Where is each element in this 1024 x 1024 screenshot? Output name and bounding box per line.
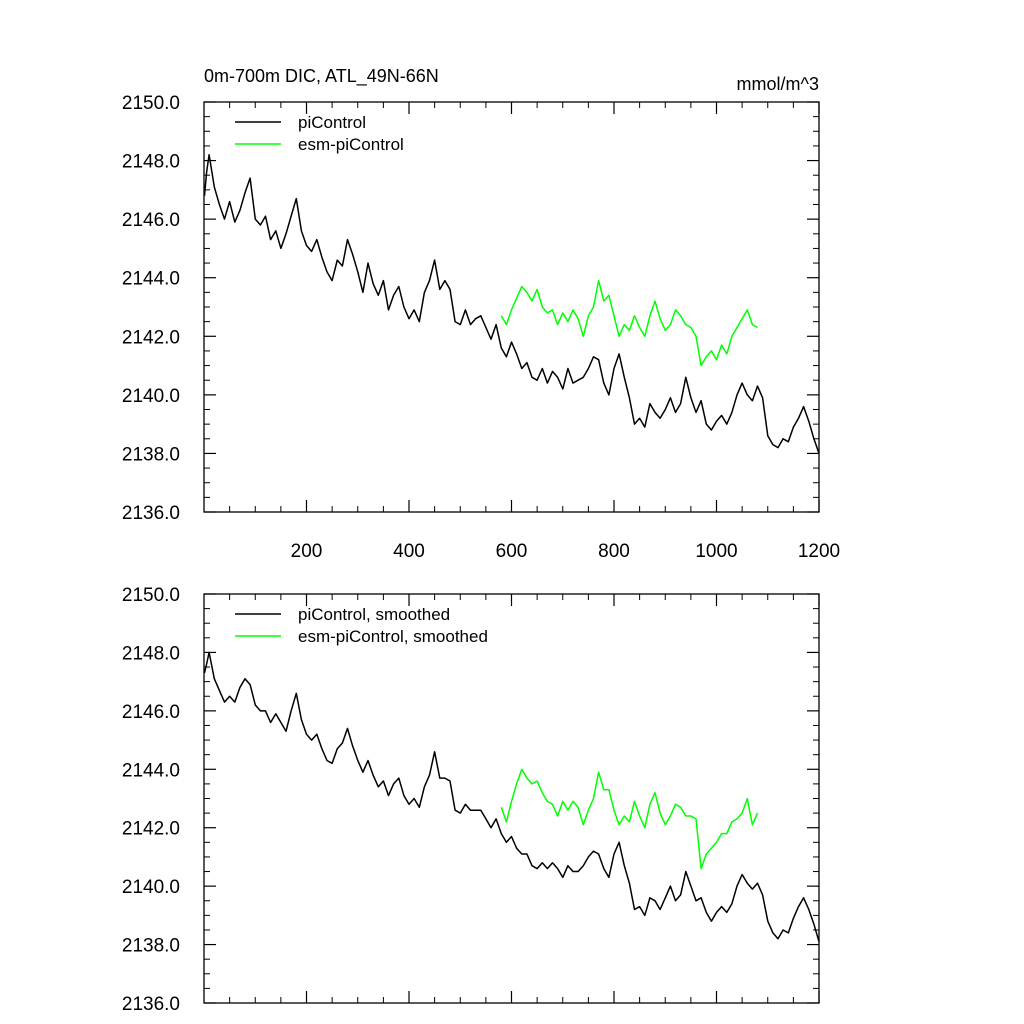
top-panel: 2136.0 2138.0 2140.0 2142.0 2144.0 2146.0 2148… (122, 66, 840, 562)
series-line-picontrol (203, 153, 820, 454)
y-tick-label: 2144.0 (122, 760, 180, 781)
legend-label: esm-piControl (298, 135, 404, 154)
legend-label: piControl, smoothed (298, 605, 450, 624)
y-tick-label: 2142.0 (122, 819, 180, 840)
x-tick-label: 1000 (695, 541, 737, 562)
bottom-panel: 2136.0 2138.0 2140.0 2142.0 2144.0 2146.0 2148… (122, 585, 820, 1015)
y-tick-label: 2144.0 (122, 269, 180, 290)
chart-title: 0m-700m DIC, ATL_49N-66N (204, 66, 439, 87)
y-tick-label: 2146.0 (122, 702, 180, 723)
series-line-esm-picontrol (500, 279, 758, 367)
y-tick-label: 2140.0 (122, 386, 180, 407)
plot-frame (203, 101, 820, 513)
units-label: mmol/m^3 (737, 74, 819, 94)
y-tick-label: 2138.0 (122, 936, 180, 957)
y-tick-label: 2136.0 (122, 503, 180, 524)
y-tick-label: 2142.0 (122, 327, 180, 348)
x-tick-label: 800 (598, 541, 630, 562)
y-tick-label: 2136.0 (122, 994, 180, 1015)
y-tick-label: 2138.0 (122, 444, 180, 465)
plot-frame (203, 593, 820, 1004)
legend-label: piControl (298, 113, 366, 132)
x-tick-label: 600 (496, 541, 528, 562)
y-tick-label: 2140.0 (122, 877, 180, 898)
series-line-picontrol (203, 651, 820, 942)
x-tick-label: 1200 (798, 541, 840, 562)
x-tick-label: 400 (393, 541, 425, 562)
y-tick-label: 2150.0 (122, 93, 180, 114)
y-tick-label: 2146.0 (122, 210, 180, 231)
y-tick-label: 2150.0 (122, 585, 180, 606)
x-tick-label: 200 (291, 541, 323, 562)
legend-label: esm-piControl, smoothed (298, 627, 488, 646)
y-tick-label: 2148.0 (122, 643, 180, 664)
y-tick-label: 2148.0 (122, 152, 180, 173)
series-line-esm-picontrol (500, 768, 759, 870)
